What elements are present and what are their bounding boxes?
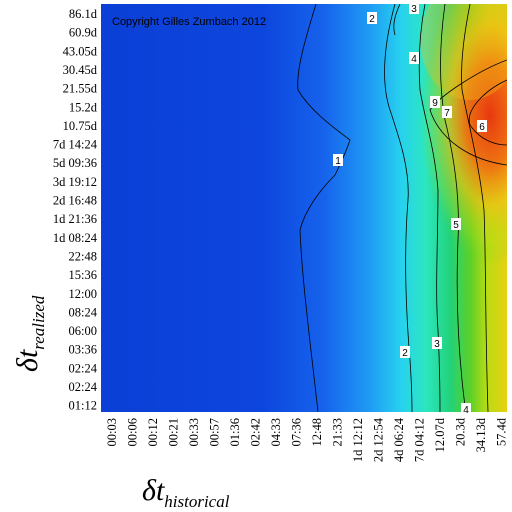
x-tick-label: 01:36 <box>228 418 242 446</box>
contour-label: 4 <box>461 403 471 416</box>
contour-label: 3 <box>409 2 419 15</box>
y-axis-subscript: realized <box>29 295 48 350</box>
svg-text:3: 3 <box>411 4 417 15</box>
x-tick-label: 12.07d <box>433 417 447 452</box>
svg-text:2: 2 <box>369 14 375 25</box>
x-tick-label: 00:06 <box>126 418 140 446</box>
contour-labels: 2 3 4 97 6 1 5 2 3 4 <box>333 2 487 416</box>
y-tick-label: 02:24 <box>69 380 98 394</box>
x-axis-label: δthistorical <box>142 474 230 511</box>
x-tick-label: 21:33 <box>331 418 345 446</box>
x-tick-labels: 00:03 00:06 00:12 00:21 00:33 00:57 01:36 02:42… <box>105 417 509 462</box>
y-tick-label: 06:00 <box>69 324 97 338</box>
contour-label: 1 <box>333 154 343 167</box>
svg-text:7: 7 <box>444 108 450 119</box>
x-tick-label: 00:12 <box>146 418 160 446</box>
x-tick-label: 07:36 <box>290 418 304 446</box>
hot-region <box>420 4 507 265</box>
y-tick-label: 15.2d <box>69 100 98 114</box>
y-tick-label: 2d 16:48 <box>53 194 97 208</box>
x-tick-label: 00:33 <box>187 418 201 446</box>
svg-text:2: 2 <box>402 348 408 359</box>
x-axis-subscript: historical <box>164 492 229 511</box>
svg-text:4: 4 <box>411 54 417 65</box>
y-tick-label: 5d 09:36 <box>53 156 97 170</box>
contour-label: 5 <box>451 218 461 231</box>
svg-text:δtrealized: δtrealized <box>11 295 48 372</box>
svg-text:δthistorical: δthistorical <box>142 474 230 511</box>
y-tick-label: 43.05d <box>63 44 98 58</box>
y-tick-label: 02:24 <box>69 361 98 375</box>
y-tick-label: 7d 14:24 <box>53 138 98 152</box>
x-tick-label: 34.13d <box>474 417 488 452</box>
svg-text:9: 9 <box>432 98 438 109</box>
y-tick-label: 86.1d <box>69 7 98 21</box>
x-tick-label: 04:33 <box>269 418 283 446</box>
x-tick-label: 00:57 <box>208 418 222 446</box>
y-tick-label: 60.9d <box>69 26 98 40</box>
copyright-text: Copyright Gilles Zumbach 2012 <box>112 16 266 28</box>
x-tick-label: 4d 06:24 <box>392 417 406 462</box>
y-tick-label: 30.45d <box>63 63 98 77</box>
svg-text:4: 4 <box>463 405 469 416</box>
contour-label: 4 <box>409 52 419 65</box>
y-tick-label: 01:12 <box>69 399 97 413</box>
x-tick-label: 00:03 <box>105 418 119 446</box>
svg-text:1: 1 <box>335 156 341 167</box>
contour-label: 2 <box>367 12 377 25</box>
x-tick-label: 20.3d <box>454 417 468 446</box>
x-tick-label: 00:21 <box>167 418 181 446</box>
y-tick-label: 1d 21:36 <box>53 212 97 226</box>
y-axis-label: δtrealized <box>11 295 48 372</box>
contour-label: 3 <box>432 337 442 350</box>
svg-text:5: 5 <box>453 220 459 231</box>
y-tick-labels: 86.1d 60.9d 43.05d 30.45d 21.55d 15.2d 10.75d 7… <box>53 7 98 413</box>
x-tick-label: 1d 12:12 <box>351 418 365 462</box>
y-tick-label: 15:36 <box>69 268 97 282</box>
y-tick-label: 12:00 <box>69 287 97 301</box>
x-tick-label: 57.4d <box>495 417 509 446</box>
x-tick-label: 12:48 <box>310 418 324 446</box>
y-tick-label: 10.75d <box>63 119 98 133</box>
svg-text:3: 3 <box>434 339 440 350</box>
x-tick-label: 02:42 <box>249 418 263 446</box>
plot-area <box>101 4 507 412</box>
x-tick-label: 7d 04:12 <box>413 418 427 462</box>
y-tick-label: 1d 08:24 <box>53 231 98 245</box>
y-tick-label: 03:36 <box>69 343 97 357</box>
x-axis-symbol: δt <box>142 474 165 507</box>
contour-label: 2 <box>400 346 410 359</box>
y-axis-symbol: δt <box>11 349 44 372</box>
x-tick-label: 2d 12:54 <box>372 417 386 462</box>
y-tick-label: 21.55d <box>63 82 98 96</box>
y-tick-label: 08:24 <box>69 305 98 319</box>
contour-label: 6 <box>477 120 487 133</box>
contour-label: 9 <box>430 96 440 109</box>
y-tick-label: 22:48 <box>69 249 97 263</box>
contour-label: 7 <box>442 106 452 119</box>
y-tick-label: 3d 19:12 <box>53 175 97 189</box>
svg-text:6: 6 <box>479 122 485 133</box>
